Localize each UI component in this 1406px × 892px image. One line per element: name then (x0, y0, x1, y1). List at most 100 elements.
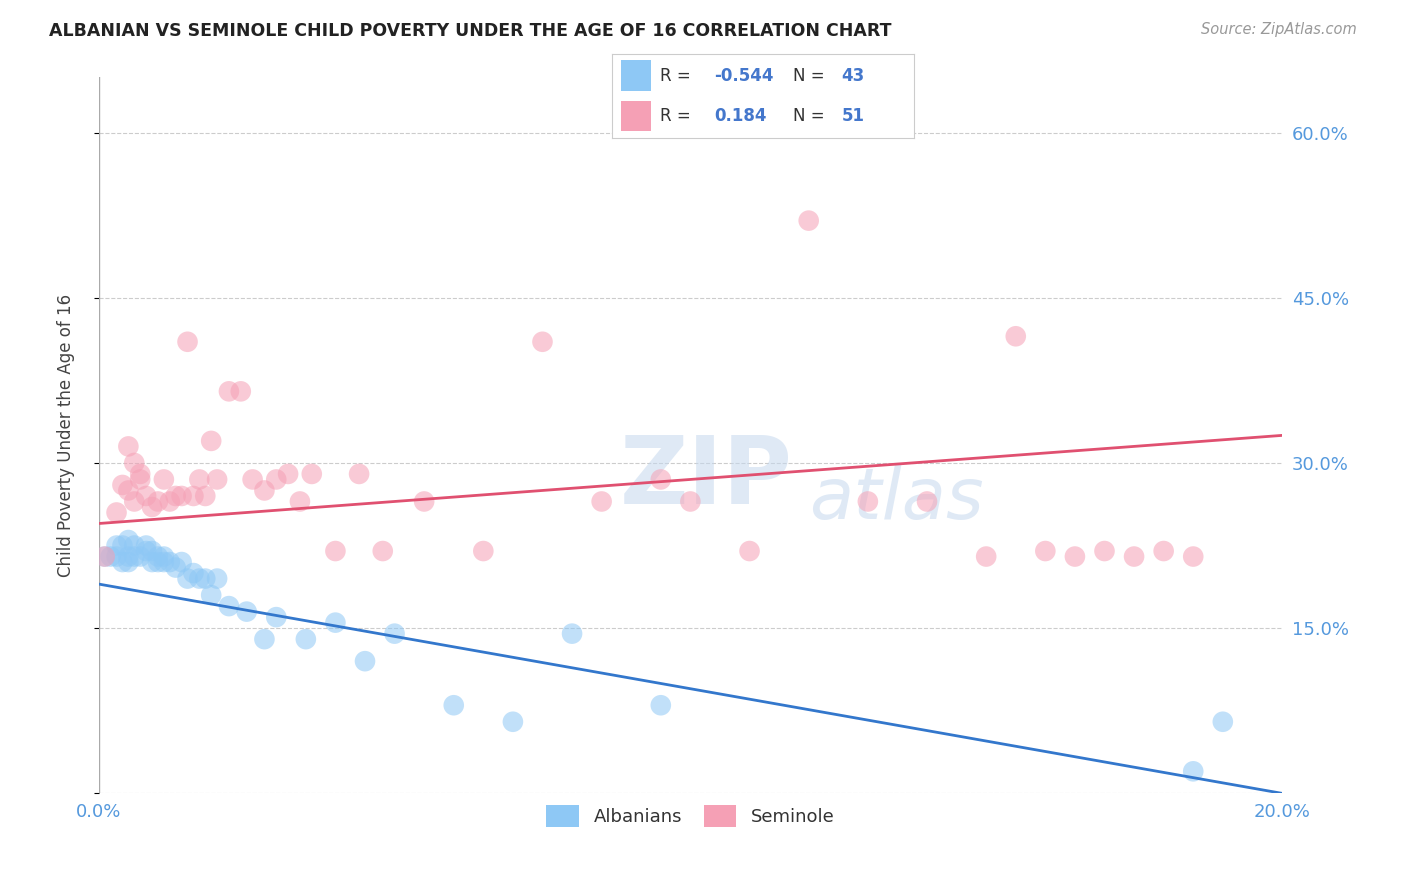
Point (141, 555, 163, 569)
Point (165, 560, 187, 574)
Point (146, 549, 169, 564)
Point (591, 494, 613, 508)
Point (253, 632, 276, 647)
Point (371, 544, 394, 558)
Point (325, 615, 347, 630)
Point (264, 610, 287, 624)
Point (738, 544, 761, 558)
Y-axis label: Child Poverty Under the Age of 16: Child Poverty Under the Age of 16 (58, 293, 75, 577)
Text: Source: ZipAtlas.com: Source: ZipAtlas.com (1201, 22, 1357, 37)
Point (235, 605, 257, 619)
Point (93, 549, 115, 564)
Point (117, 483, 139, 498)
Point (347, 467, 370, 481)
Point (472, 544, 495, 558)
Point (1004, 329, 1026, 343)
Point (188, 572, 211, 586)
Point (1212, 714, 1234, 729)
Point (1033, 544, 1056, 558)
Point (650, 473, 672, 487)
Point (129, 549, 152, 564)
Point (797, 213, 820, 227)
Point (117, 439, 139, 453)
Point (111, 478, 134, 492)
Point (288, 494, 311, 508)
Point (159, 494, 181, 508)
Point (650, 698, 672, 713)
Point (124, 539, 146, 553)
Point (153, 549, 176, 564)
Point (146, 555, 169, 569)
Point (974, 549, 997, 564)
Point (170, 555, 193, 569)
Point (443, 698, 465, 713)
Point (111, 539, 134, 553)
Point (105, 549, 128, 564)
Point (915, 494, 938, 508)
Bar (620, 61, 651, 91)
Point (301, 467, 323, 481)
Point (93, 549, 115, 564)
Point (117, 533, 139, 547)
Point (183, 489, 205, 503)
Point (194, 489, 217, 503)
Point (354, 654, 377, 668)
Point (153, 473, 176, 487)
Text: N =: N = (793, 67, 830, 85)
Text: R =: R = (659, 107, 696, 125)
Point (176, 334, 198, 349)
Point (141, 544, 163, 558)
Point (229, 384, 252, 399)
Point (129, 473, 152, 487)
Point (200, 434, 222, 448)
Point (124, 494, 146, 508)
Point (277, 467, 299, 481)
Point (205, 473, 228, 487)
Text: ALBANIAN VS SEMINOLE CHILD POVERTY UNDER THE AGE OF 16 CORRELATION CHART: ALBANIAN VS SEMINOLE CHILD POVERTY UNDER… (49, 22, 891, 40)
Point (856, 494, 879, 508)
Point (117, 549, 139, 564)
Text: N =: N = (793, 107, 830, 125)
Point (413, 494, 436, 508)
Point (159, 555, 181, 569)
Point (218, 599, 240, 613)
Point (111, 555, 134, 569)
Point (135, 489, 157, 503)
Text: atlas: atlas (808, 466, 983, 534)
Point (1064, 549, 1087, 564)
Point (135, 544, 157, 558)
Legend: Albanians, Seminole: Albanians, Seminole (540, 798, 842, 834)
Point (1182, 764, 1205, 779)
Point (205, 572, 228, 586)
Point (1153, 544, 1175, 558)
Text: 0.184: 0.184 (714, 107, 766, 125)
Point (124, 549, 146, 564)
Point (170, 489, 193, 503)
Point (242, 473, 264, 487)
Point (218, 384, 240, 399)
Point (384, 626, 406, 640)
Point (141, 500, 163, 514)
Point (264, 473, 287, 487)
Point (200, 588, 222, 602)
Point (194, 572, 217, 586)
Point (188, 473, 211, 487)
Point (561, 626, 583, 640)
Point (135, 539, 157, 553)
Point (105, 539, 128, 553)
Point (325, 544, 347, 558)
Point (295, 632, 318, 647)
Point (100, 549, 122, 564)
Point (679, 494, 702, 508)
Point (146, 494, 169, 508)
Point (253, 483, 276, 498)
Point (165, 489, 187, 503)
Bar (620, 101, 651, 131)
Point (183, 566, 205, 580)
Point (153, 555, 176, 569)
Point (176, 572, 198, 586)
Point (1182, 549, 1205, 564)
Text: 43: 43 (841, 67, 865, 85)
Text: ZIP: ZIP (620, 433, 792, 524)
Point (129, 467, 152, 481)
